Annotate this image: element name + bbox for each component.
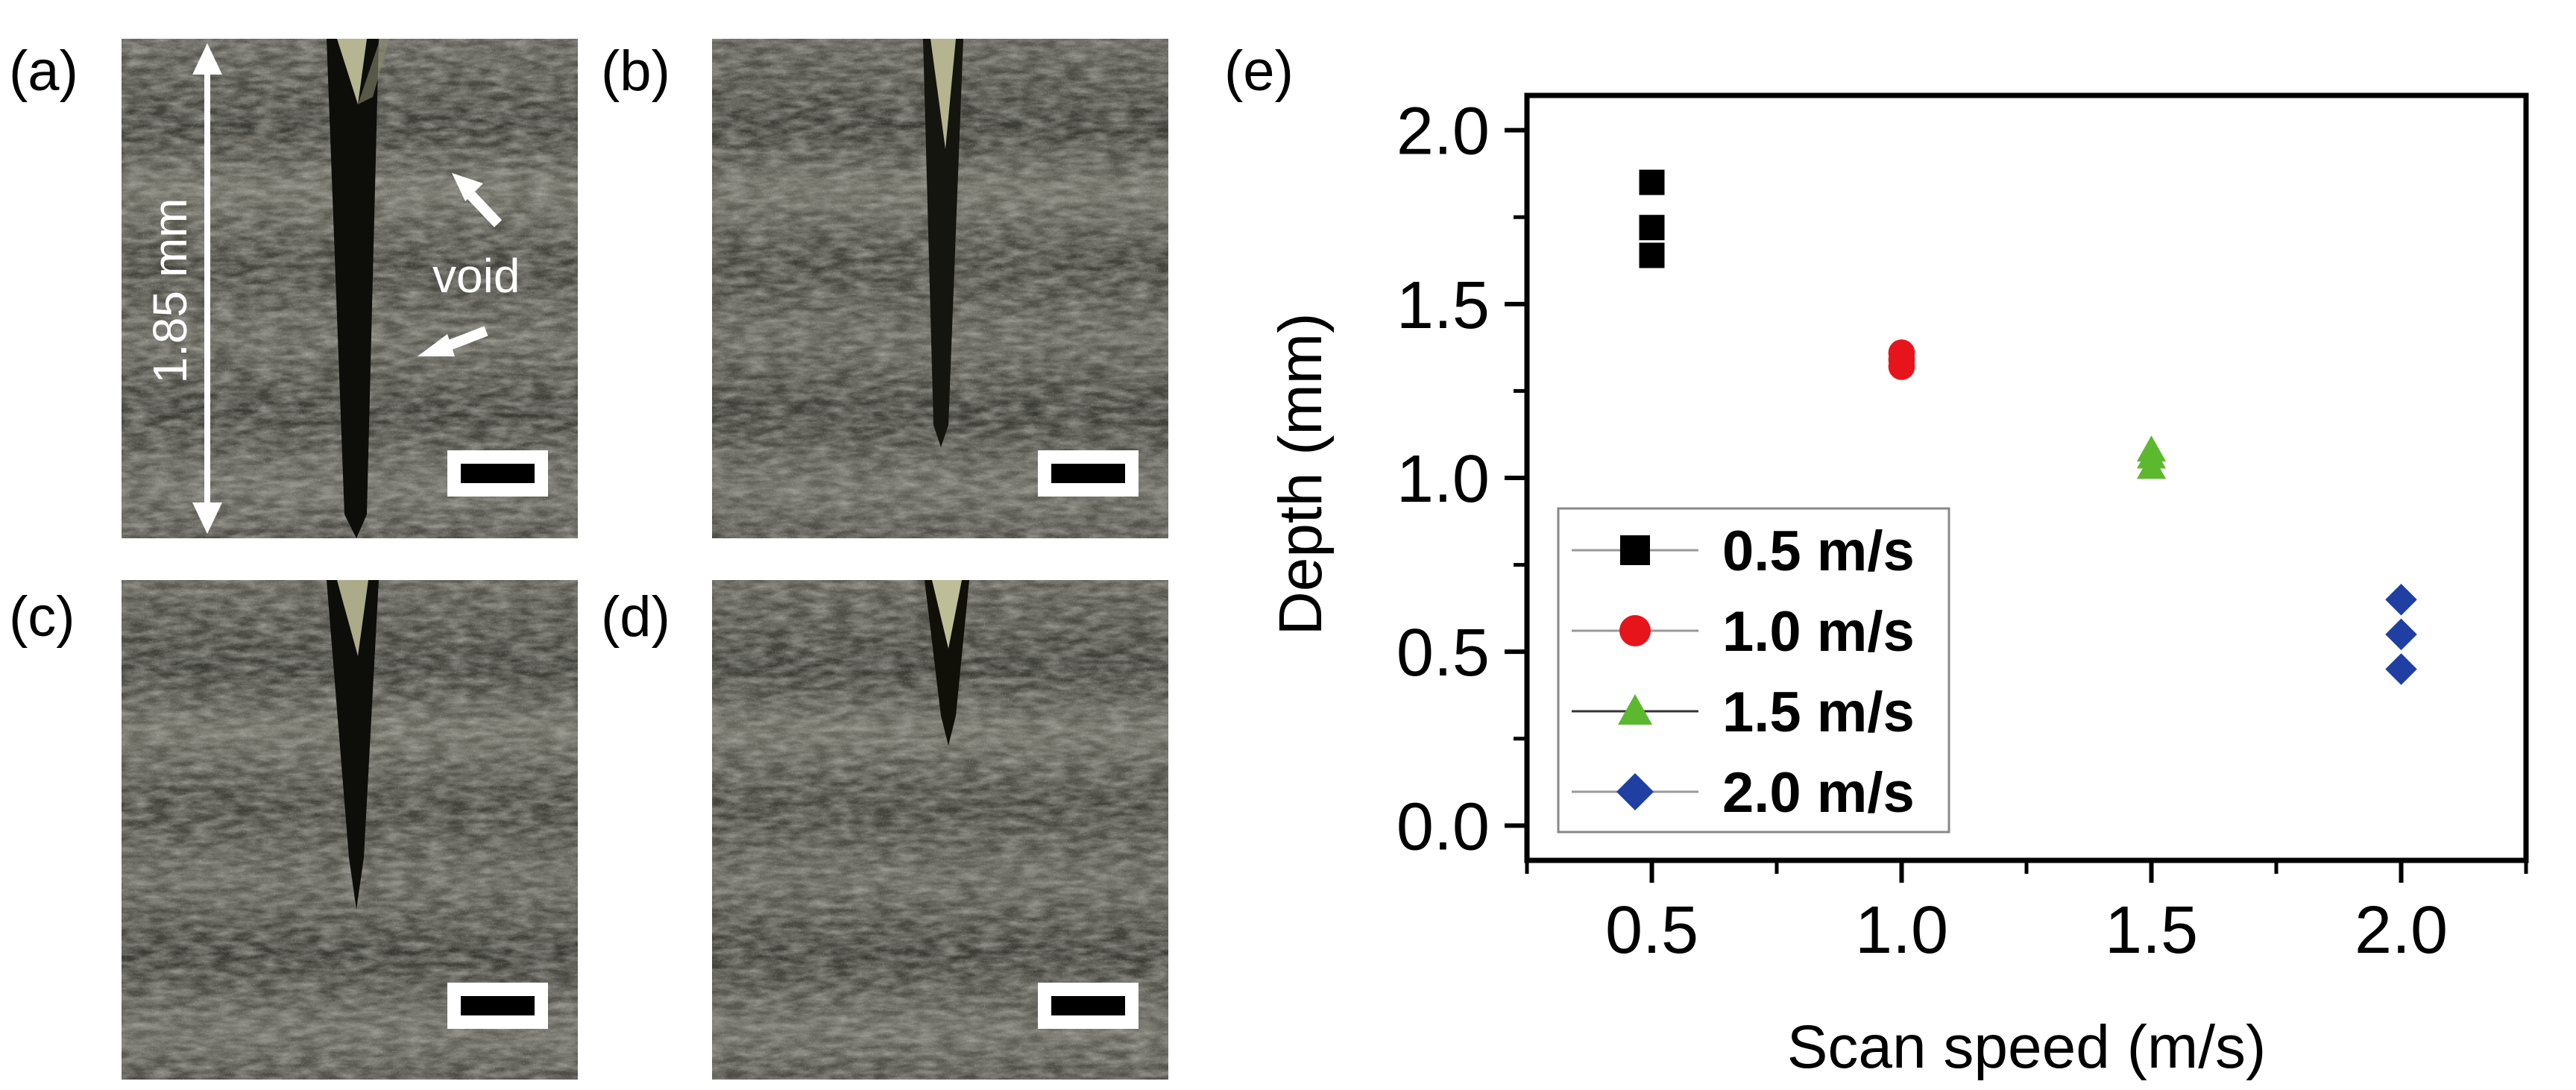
legend-label: 1.0 m/s xyxy=(1722,600,1915,664)
legend-marker xyxy=(1618,694,1652,725)
legend-marker xyxy=(1619,615,1651,646)
x-tick-label: 1.0 xyxy=(1855,893,1948,968)
y-tick-label: 1.5 xyxy=(1396,268,1490,343)
data-point xyxy=(1639,215,1665,241)
axis-ticks xyxy=(1505,127,2528,883)
y-tick-label: 2.0 xyxy=(1396,95,1490,169)
y-tick-label: 0.5 xyxy=(1396,616,1490,690)
legend: 0.5 m/s 1.0 m/s 1.5 m/s 2.0 m/s xyxy=(1557,507,1950,834)
legend-label: 2.0 m/s xyxy=(1722,761,1915,825)
legend-label: 1.5 m/s xyxy=(1722,681,1915,744)
panel-label-b: (b) xyxy=(601,40,670,103)
axis-tick-labels: 0.5 1.0 1.5 2.0 0.0 0.5 1.0 1.5 2.0 xyxy=(1396,95,2448,968)
data-markers xyxy=(1639,169,2417,685)
data-point xyxy=(2385,618,2417,651)
data-point xyxy=(1639,242,1665,268)
panel-label-e: (e) xyxy=(1224,40,1294,103)
x-tick-label: 2.0 xyxy=(2355,893,2448,968)
data-point xyxy=(2136,453,2167,479)
x-tick-label: 0.5 xyxy=(1605,893,1698,968)
legend-label: 0.5 m/s xyxy=(1722,520,1915,583)
data-point xyxy=(1888,353,1915,380)
panel-label-c: (c) xyxy=(9,585,75,649)
x-tick-label: 1.5 xyxy=(2105,893,2198,968)
legend-marker xyxy=(1620,535,1650,565)
data-point xyxy=(2385,653,2417,685)
y-tick-label: 1.0 xyxy=(1396,442,1490,517)
y-tick-label: 0.0 xyxy=(1396,790,1490,864)
data-point xyxy=(1639,169,1665,195)
y-axis-label: Depth (mm) xyxy=(1267,313,1335,636)
panel-label-d: (d) xyxy=(601,585,670,649)
x-axis-label: Scan speed (m/s) xyxy=(1787,1013,2267,1081)
panel-label-a: (a) xyxy=(9,40,78,103)
legend-marker xyxy=(1616,773,1654,810)
data-point xyxy=(2385,583,2417,616)
